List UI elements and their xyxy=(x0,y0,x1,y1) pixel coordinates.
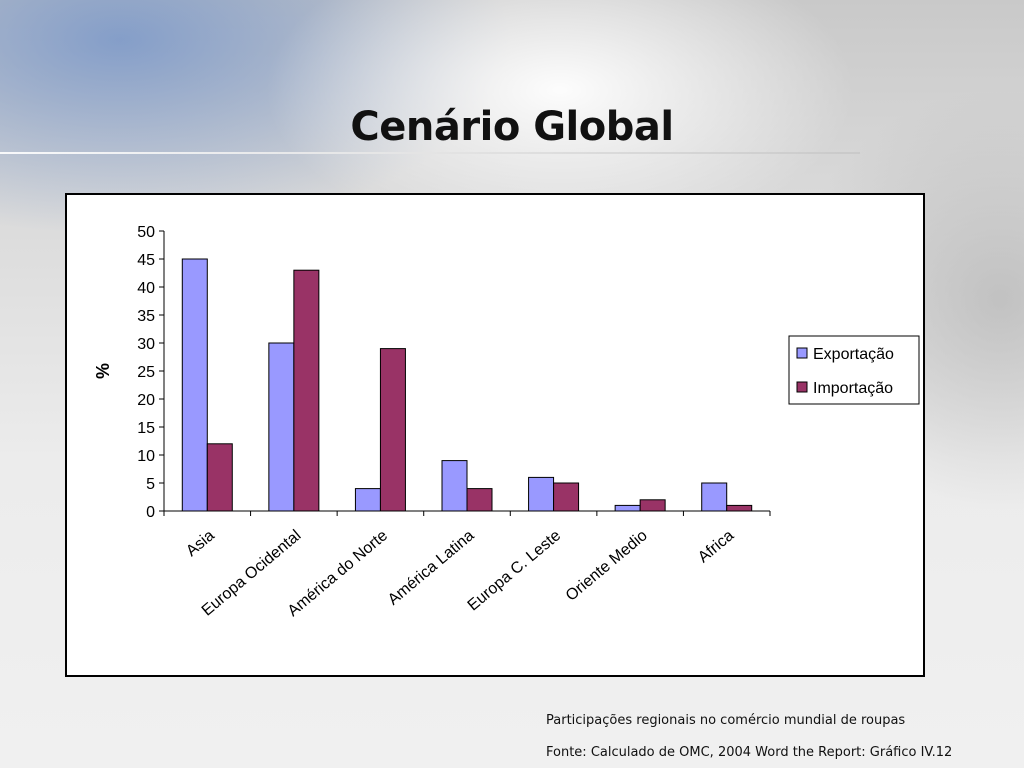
x-tick-label: Asia xyxy=(183,527,218,560)
y-tick-label: 45 xyxy=(137,252,155,269)
bar-importacao xyxy=(553,482,580,512)
y-tick-label: 25 xyxy=(137,364,155,381)
y-tick-label: 0 xyxy=(146,504,155,521)
y-tick-label: 30 xyxy=(137,336,155,353)
y-tick-label: 5 xyxy=(146,476,155,493)
caption-description: Participações regionais no comércio mund… xyxy=(546,713,906,728)
legend-swatch xyxy=(796,347,808,359)
slide-title: Cenário Global xyxy=(350,104,674,150)
x-tick-label: América Latina xyxy=(385,527,478,609)
y-axis-label: % xyxy=(93,363,113,379)
y-tick-label: 50 xyxy=(137,224,155,241)
legend-swatch xyxy=(796,381,808,393)
bar-importacao xyxy=(726,504,753,512)
bar-exportacao xyxy=(268,342,295,512)
chart-container: 0 5 10 15 20 25 30 35 40 45 50% Asia Europa Ocidenta… xyxy=(65,193,925,677)
bar-importacao xyxy=(293,269,320,512)
bar-importacao xyxy=(639,499,666,512)
y-tick-label: 20 xyxy=(137,392,155,409)
bar-importacao xyxy=(379,348,406,512)
bar-exportacao xyxy=(181,258,208,512)
y-tick-label: 35 xyxy=(137,308,155,325)
caption-source: Fonte: Calculado de OMC, 2004 Word the R… xyxy=(546,745,953,760)
x-tick-label: Africa xyxy=(695,527,737,566)
x-tick-label: Oriente Medio xyxy=(563,527,651,605)
y-tick-label: 15 xyxy=(137,420,155,437)
title-underline xyxy=(0,152,860,154)
bar-exportacao xyxy=(528,476,555,512)
bar-importacao xyxy=(466,488,493,512)
bar-exportacao xyxy=(441,460,468,512)
x-tick-label: Europa C. Leste xyxy=(465,527,565,614)
legend-label: Importação xyxy=(813,380,893,397)
bar-exportacao xyxy=(354,488,381,512)
y-tick-label: 10 xyxy=(137,448,155,465)
y-tick-label: 40 xyxy=(137,280,155,297)
bar-exportacao xyxy=(614,504,641,512)
bar-exportacao xyxy=(701,482,728,512)
bar-importacao xyxy=(206,443,233,512)
legend-label: Exportação xyxy=(813,346,894,363)
legend-box xyxy=(788,335,920,405)
